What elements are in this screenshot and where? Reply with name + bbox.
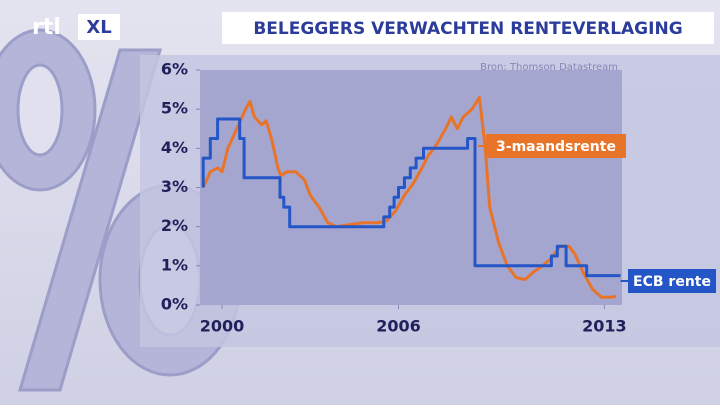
logo-xl: XL <box>86 17 111 38</box>
y-tick-label: 2% <box>161 216 188 235</box>
logo-box <box>78 14 120 40</box>
chart-layer: 0% 1% 2% 3% 4% 5% 6% 2000 2006 2013 3-maandsrente E… <box>161 60 716 336</box>
legend-box <box>486 134 626 158</box>
y-tick-label: 6% <box>161 60 188 79</box>
chart-title: BELEGGERS VERWACHTEN RENTEVERLAGING <box>253 19 682 39</box>
y-tick-label: 1% <box>161 255 188 274</box>
y-tick-label: 5% <box>161 99 188 118</box>
x-tick-label: 2006 <box>376 317 421 336</box>
x-tick-label: 2000 <box>200 317 245 336</box>
title-bar <box>222 12 714 44</box>
series-line <box>201 117 621 278</box>
y-tick-label: 0% <box>161 295 188 314</box>
source: Bron: Thomson Datastream <box>480 62 618 73</box>
legend-label: ECB rente <box>633 274 711 290</box>
legend-label: 3-maandsrente <box>496 139 616 155</box>
logo-rtl: rtl <box>32 15 61 40</box>
y-tick-label: 4% <box>161 138 188 157</box>
y-tick-label: 3% <box>161 177 188 196</box>
x-tick-label: 2013 <box>582 317 627 336</box>
legend-box <box>628 269 716 293</box>
logo: rtl XL <box>32 14 120 40</box>
